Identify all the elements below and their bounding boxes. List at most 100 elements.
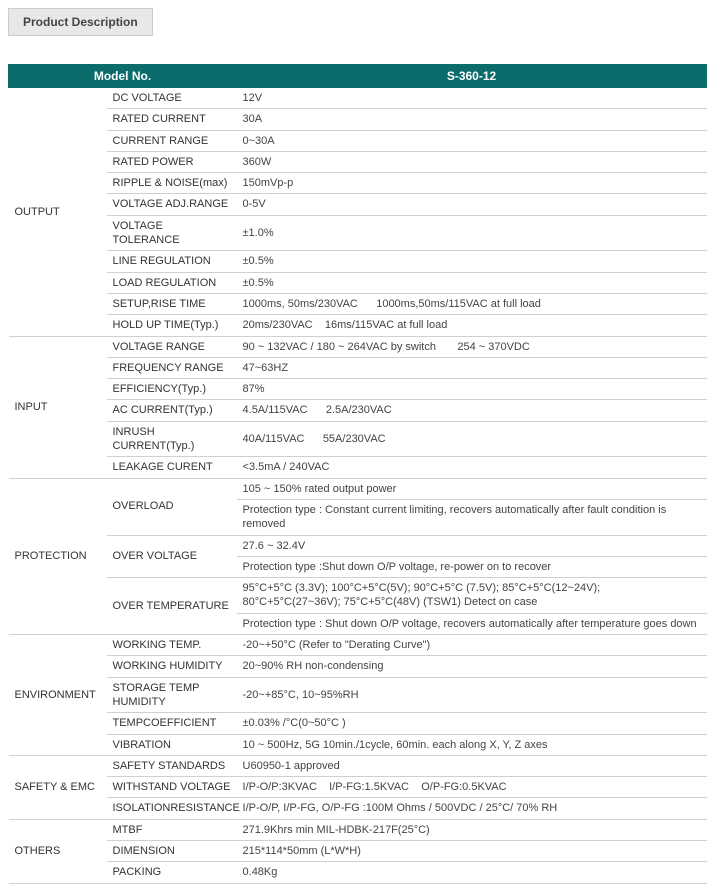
param-cell: WORKING HUMIDITY: [107, 656, 237, 677]
param-cell: STORAGE TEMP HUMIDITY: [107, 677, 237, 713]
value-cell: 40A/115VAC 55A/230VAC: [237, 421, 707, 457]
param-cell: FREQUENCY RANGE: [107, 357, 237, 378]
value-cell: 0.48Kg: [237, 862, 707, 883]
param-cell: OVER TEMPERATURE: [107, 578, 237, 635]
table-row: HOLD UP TIME(Typ.)20ms/230VAC 16ms/115VA…: [9, 315, 707, 336]
table-row: ISOLATIONRESISTANCEI/P-O/P, I/P-FG, O/P-…: [9, 798, 707, 819]
param-cell: WORKING TEMP.: [107, 635, 237, 656]
value-cell: 20ms/230VAC 16ms/115VAC at full load: [237, 315, 707, 336]
value-cell: ±1.0%: [237, 215, 707, 251]
param-cell: OVER VOLTAGE: [107, 535, 237, 578]
value-cell: 27.6 ~ 32.4V: [237, 535, 707, 556]
category-cell: OTHERS: [9, 819, 107, 883]
table-row: OUTPUTDC VOLTAGE12V: [9, 88, 707, 109]
table-row: AC CURRENT(Typ.)4.5A/115VAC 2.5A/230VAC: [9, 400, 707, 421]
param-cell: VOLTAGE ADJ.RANGE: [107, 194, 237, 215]
value-cell: I/P-O/P, I/P-FG, O/P-FG :100M Ohms / 500…: [237, 798, 707, 819]
table-row: OVER TEMPERATURE95°C+5°C (3.3V); 100°C+5…: [9, 578, 707, 614]
table-row: EFFICIENCY(Typ.)87%: [9, 379, 707, 400]
table-row: OVER VOLTAGE27.6 ~ 32.4V: [9, 535, 707, 556]
table-row: ENVIRONMENTWORKING TEMP.-20~+50°C (Refer…: [9, 635, 707, 656]
table-row: SAFETY & EMCSAFETY STANDARDSU60950-1 app…: [9, 755, 707, 776]
param-cell: OVERLOAD: [107, 478, 237, 535]
param-cell: RATED CURRENT: [107, 109, 237, 130]
table-row: TEMPCOEFFICIENT±0.03% /°C(0~50°C ): [9, 713, 707, 734]
header-model-label: Model No.: [9, 65, 237, 88]
table-row: VIBRATION10 ~ 500Hz, 5G 10min./1cycle, 6…: [9, 734, 707, 755]
param-cell: EFFICIENCY(Typ.): [107, 379, 237, 400]
value-cell: 87%: [237, 379, 707, 400]
value-cell: 10 ~ 500Hz, 5G 10min./1cycle, 60min. eac…: [237, 734, 707, 755]
table-row: INPUTVOLTAGE RANGE90 ~ 132VAC / 180 ~ 26…: [9, 336, 707, 357]
param-cell: RIPPLE & NOISE(max): [107, 173, 237, 194]
value-cell: ±0.5%: [237, 272, 707, 293]
value-cell: 20~90% RH non-condensing: [237, 656, 707, 677]
value-cell: 30A: [237, 109, 707, 130]
value-cell: Protection type : Constant current limit…: [237, 499, 707, 535]
param-cell: DIMENSION: [107, 840, 237, 861]
table-row: OTHERSMTBF271.9Khrs min MIL-HDBK-217F(25…: [9, 819, 707, 840]
param-cell: LOAD REGULATION: [107, 272, 237, 293]
table-row: VOLTAGE ADJ.RANGE0-5V: [9, 194, 707, 215]
param-cell: INRUSH CURRENT(Typ.): [107, 421, 237, 457]
table-row: FREQUENCY RANGE47~63HZ: [9, 357, 707, 378]
param-cell: LINE REGULATION: [107, 251, 237, 272]
param-cell: AC CURRENT(Typ.): [107, 400, 237, 421]
value-cell: 360W: [237, 151, 707, 172]
value-cell: 90 ~ 132VAC / 180 ~ 264VAC by switch 254…: [237, 336, 707, 357]
param-cell: SETUP,RISE TIME: [107, 293, 237, 314]
table-row: DIMENSION215*114*50mm (L*W*H): [9, 840, 707, 861]
value-cell: U60950-1 approved: [237, 755, 707, 776]
value-cell: ±0.03% /°C(0~50°C ): [237, 713, 707, 734]
value-cell: 215*114*50mm (L*W*H): [237, 840, 707, 861]
table-row: LINE REGULATION±0.5%: [9, 251, 707, 272]
value-cell: 105 ~ 150% rated output power: [237, 478, 707, 499]
table-row: PACKING0.48Kg: [9, 862, 707, 883]
value-cell: 47~63HZ: [237, 357, 707, 378]
header-model-value: S-360-12: [237, 65, 707, 88]
param-cell: VOLTAGE TOLERANCE: [107, 215, 237, 251]
table-row: RATED CURRENT30A: [9, 109, 707, 130]
param-cell: RATED POWER: [107, 151, 237, 172]
value-cell: 0-5V: [237, 194, 707, 215]
param-cell: DC VOLTAGE: [107, 88, 237, 109]
category-cell: INPUT: [9, 336, 107, 478]
param-cell: PACKING: [107, 862, 237, 883]
value-cell: 0~30A: [237, 130, 707, 151]
value-cell: -20~+50°C (Refer to "Derating Curve"): [237, 635, 707, 656]
table-row: SETUP,RISE TIME1000ms, 50ms/230VAC 1000m…: [9, 293, 707, 314]
value-cell: Protection type : Shut down O/P voltage,…: [237, 613, 707, 634]
value-cell: I/P-O/P:3KVAC I/P-FG:1.5KVAC O/P-FG:0.5K…: [237, 777, 707, 798]
value-cell: 271.9Khrs min MIL-HDBK-217F(25°C): [237, 819, 707, 840]
table-row: VOLTAGE TOLERANCE±1.0%: [9, 215, 707, 251]
param-cell: SAFETY STANDARDS: [107, 755, 237, 776]
param-cell: LEAKAGE CURENT: [107, 457, 237, 478]
param-cell: MTBF: [107, 819, 237, 840]
section-tab: Product Description: [8, 8, 153, 36]
table-row: RIPPLE & NOISE(max)150mVp-p: [9, 173, 707, 194]
table-row: CURRENT RANGE0~30A: [9, 130, 707, 151]
table-row: LEAKAGE CURENT<3.5mA / 240VAC: [9, 457, 707, 478]
value-cell: ±0.5%: [237, 251, 707, 272]
param-cell: WITHSTAND VOLTAGE: [107, 777, 237, 798]
table-row: WORKING HUMIDITY20~90% RH non-condensing: [9, 656, 707, 677]
value-cell: -20~+85°C, 10~95%RH: [237, 677, 707, 713]
category-cell: SAFETY & EMC: [9, 755, 107, 819]
value-cell: Protection type :Shut down O/P voltage, …: [237, 556, 707, 577]
table-row: PROTECTIONOVERLOAD105 ~ 150% rated outpu…: [9, 478, 707, 499]
param-cell: ISOLATIONRESISTANCE: [107, 798, 237, 819]
header-row: Model No. S-360-12: [9, 65, 707, 88]
value-cell: 4.5A/115VAC 2.5A/230VAC: [237, 400, 707, 421]
value-cell: 1000ms, 50ms/230VAC 1000ms,50ms/115VAC a…: [237, 293, 707, 314]
value-cell: 12V: [237, 88, 707, 109]
table-row: WITHSTAND VOLTAGEI/P-O/P:3KVAC I/P-FG:1.…: [9, 777, 707, 798]
table-row: RATED POWER360W: [9, 151, 707, 172]
category-cell: PROTECTION: [9, 478, 107, 634]
value-cell: <3.5mA / 240VAC: [237, 457, 707, 478]
category-cell: OUTPUT: [9, 88, 107, 337]
category-cell: ENVIRONMENT: [9, 635, 107, 756]
table-row: LOAD REGULATION±0.5%: [9, 272, 707, 293]
value-cell: 95°C+5°C (3.3V); 100°C+5°C(5V); 90°C+5°C…: [237, 578, 707, 614]
param-cell: VOLTAGE RANGE: [107, 336, 237, 357]
param-cell: TEMPCOEFFICIENT: [107, 713, 237, 734]
